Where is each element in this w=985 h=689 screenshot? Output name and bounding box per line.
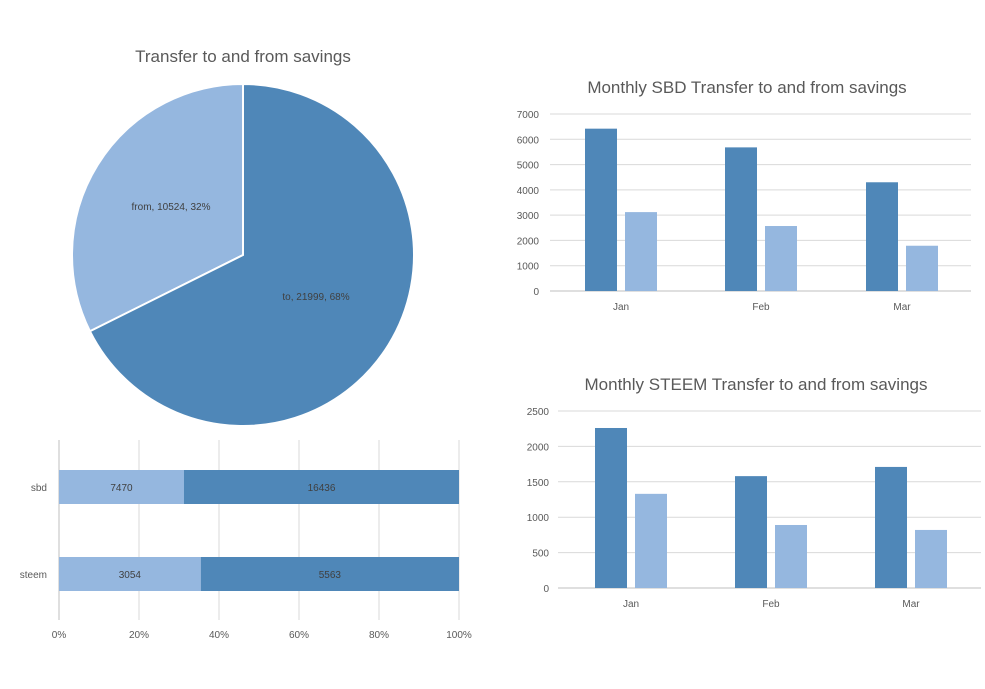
pie-slice-to — [88, 82, 415, 427]
stacked-x-tick: 60% — [289, 630, 309, 641]
steem-bar-chart: Monthly STEEM Transfer to and from savin… — [527, 375, 981, 610]
x-tick-label: Feb — [762, 599, 780, 610]
stacked-category-label: sbd — [31, 483, 47, 494]
stacked-bar-steem-segment-1 — [59, 557, 201, 591]
y-tick-label: 2000 — [527, 442, 550, 453]
stacked-data-label-sbd-2: 16436 — [308, 483, 336, 494]
stacked-data-label-steem-1: 3054 — [119, 570, 142, 581]
stacked-x-tick: 80% — [369, 630, 389, 641]
y-tick-label: 5000 — [517, 161, 540, 172]
y-tick-label: 4000 — [517, 186, 540, 197]
stacked-bar-steem-segment-2 — [200, 557, 459, 591]
y-tick-label: 2500 — [527, 407, 550, 418]
y-tick-label: 1500 — [527, 478, 550, 489]
bar-Mar-series-1 — [866, 182, 898, 291]
y-tick-label: 1000 — [527, 513, 550, 524]
stacked-data-label-sbd-1: 7470 — [110, 483, 133, 494]
bar-Feb-series-1 — [735, 476, 767, 588]
y-tick-label: 500 — [532, 549, 549, 560]
sbd-bar-chart: Monthly SBD Transfer to and from savings… — [517, 78, 971, 313]
y-tick-label: 6000 — [517, 135, 540, 146]
x-tick-label: Jan — [613, 302, 629, 313]
stacked-bar-sbd-segment-2 — [183, 470, 459, 504]
bar-Jan-series-2 — [625, 212, 657, 291]
pie-data-label-from: from, 10524, 32% — [132, 202, 211, 213]
y-tick-label: 7000 — [517, 110, 540, 121]
sbd-chart-title: Monthly SBD Transfer to and from savings — [587, 78, 906, 97]
bar-Mar-series-2 — [906, 245, 938, 291]
stacked-x-tick: 40% — [209, 630, 229, 641]
stacked-x-tick: 0% — [52, 630, 67, 641]
pie-data-label-to: to, 21999, 68% — [282, 292, 349, 303]
x-tick-label: Mar — [893, 302, 911, 313]
bar-Mar-series-2 — [915, 529, 947, 588]
bar-Feb-series-1 — [725, 147, 757, 291]
pie-title: Transfer to and from savings — [135, 47, 351, 66]
steem-chart-title: Monthly STEEM Transfer to and from savin… — [585, 375, 928, 394]
bar-Jan-series-1 — [585, 128, 617, 291]
x-tick-label: Jan — [623, 599, 639, 610]
stacked-x-tick: 20% — [129, 630, 149, 641]
x-tick-label: Mar — [902, 599, 920, 610]
bar-Feb-series-2 — [775, 524, 807, 588]
pie-chart: Transfer to and from savings from, 10524… — [71, 47, 415, 427]
x-tick-label: Feb — [752, 302, 770, 313]
bar-Jan-series-2 — [635, 493, 667, 588]
bar-Jan-series-1 — [595, 427, 627, 588]
stacked-category-label: steem — [20, 570, 47, 581]
y-tick-label: 3000 — [517, 211, 540, 222]
y-tick-label: 2000 — [517, 236, 540, 247]
stacked-bar-chart: 7470 16436 3054 5563 sbd steem 0% 20% 40% 60% 80… — [20, 440, 472, 641]
y-tick-label: 1000 — [517, 262, 540, 273]
bar-Feb-series-2 — [765, 226, 797, 291]
bar-Mar-series-1 — [875, 466, 907, 588]
stacked-x-tick: 100% — [446, 630, 472, 641]
y-tick-label: 0 — [543, 584, 549, 595]
pie-slice-from — [71, 82, 244, 333]
stacked-bar-sbd-segment-1 — [59, 470, 184, 504]
y-tick-label: 0 — [533, 287, 539, 298]
stacked-data-label-steem-2: 5563 — [319, 570, 342, 581]
